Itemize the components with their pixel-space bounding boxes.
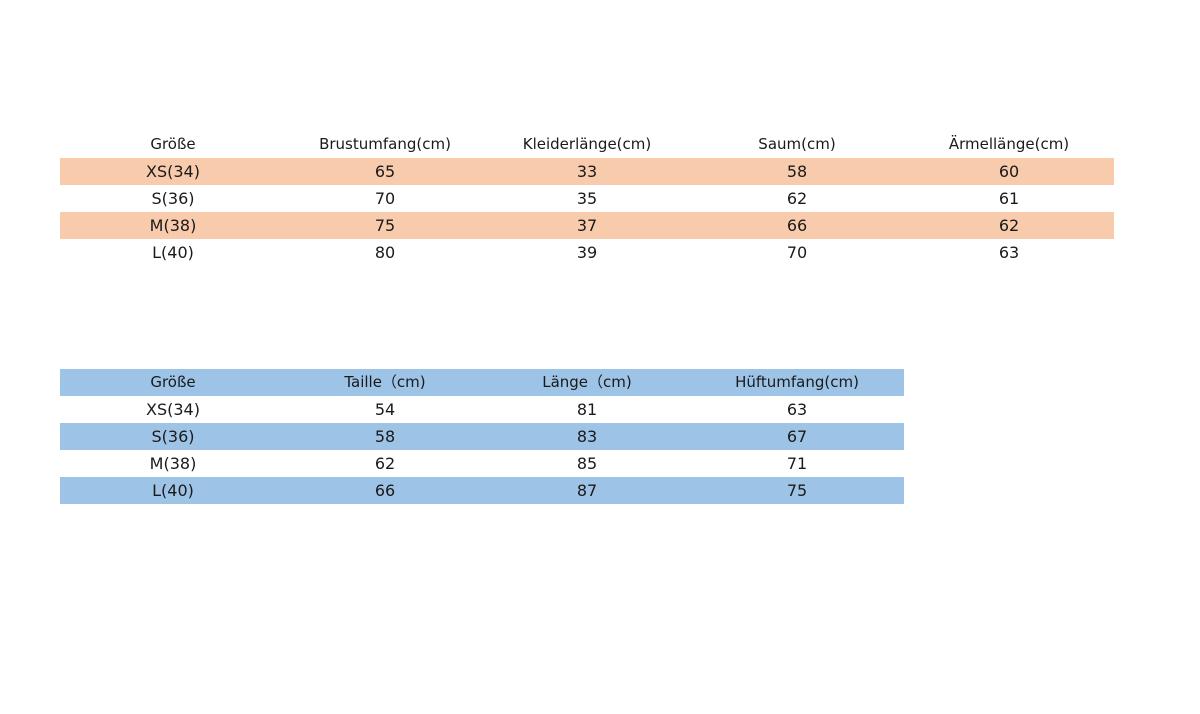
table-row: M(38) 62 85 71 xyxy=(60,450,904,477)
cell-size: L(40) xyxy=(152,481,194,500)
cell-size: L(40) xyxy=(152,243,194,262)
cell-hem: 66 xyxy=(786,216,808,235)
cell-dress-length: 37 xyxy=(576,216,598,235)
cell-hem: 62 xyxy=(786,189,808,208)
cell-hip: 67 xyxy=(786,427,808,446)
cell-size: M(38) xyxy=(149,216,197,235)
table-row: L(40) 66 87 75 xyxy=(60,477,904,504)
header-size: Größe xyxy=(150,135,196,153)
cell-length: 87 xyxy=(576,481,598,500)
cell-waist: 58 xyxy=(374,427,396,446)
cell-bust: 80 xyxy=(374,243,396,262)
size-table-bottom: Größe Taille（cm) Länge（cm) Hüftumfang(cm… xyxy=(60,369,904,504)
table-row: M(38) 75 37 66 62 xyxy=(60,212,1114,239)
cell-length: 85 xyxy=(576,454,598,473)
table-row: S(36) 70 35 62 61 xyxy=(60,185,1114,212)
cell-hip: 63 xyxy=(786,400,808,419)
cell-sleeve-length: 62 xyxy=(998,216,1020,235)
cell-hip: 71 xyxy=(786,454,808,473)
header-dress-length: Kleiderlänge(cm) xyxy=(522,135,652,153)
cell-hem: 70 xyxy=(786,243,808,262)
table-row: XS(34) 65 33 58 60 xyxy=(60,158,1114,185)
cell-waist: 54 xyxy=(374,400,396,419)
cell-hip: 75 xyxy=(786,481,808,500)
cell-length: 81 xyxy=(576,400,598,419)
table-header-row: Größe Taille（cm) Länge（cm) Hüftumfang(cm… xyxy=(60,369,904,396)
cell-length: 83 xyxy=(576,427,598,446)
cell-size: M(38) xyxy=(149,454,197,473)
size-table-top: Größe Brustumfang(cm) Kleiderlänge(cm) S… xyxy=(60,131,1114,266)
cell-bust: 70 xyxy=(374,189,396,208)
cell-dress-length: 35 xyxy=(576,189,598,208)
cell-waist: 66 xyxy=(374,481,396,500)
header-size: Größe xyxy=(150,373,196,391)
table-header-row: Größe Brustumfang(cm) Kleiderlänge(cm) S… xyxy=(60,131,1114,158)
cell-size: XS(34) xyxy=(146,400,200,419)
table-row: S(36) 58 83 67 xyxy=(60,423,904,450)
cell-dress-length: 33 xyxy=(576,162,598,181)
cell-sleeve-length: 61 xyxy=(998,189,1020,208)
header-sleeve-length: Ärmellänge(cm) xyxy=(948,135,1070,153)
cell-bust: 75 xyxy=(374,216,396,235)
header-hip: Hüftumfang(cm) xyxy=(735,373,859,391)
header-waist: Taille（cm) xyxy=(344,373,426,391)
header-bust: Brustumfang(cm) xyxy=(319,135,451,153)
cell-size: S(36) xyxy=(151,427,195,446)
table-row: XS(34) 54 81 63 xyxy=(60,396,904,423)
header-hem: Saum(cm) xyxy=(758,135,836,153)
header-length: Länge（cm) xyxy=(542,373,632,391)
table-row: L(40) 80 39 70 63 xyxy=(60,239,1114,266)
cell-size: XS(34) xyxy=(146,162,200,181)
cell-hem: 58 xyxy=(786,162,808,181)
cell-waist: 62 xyxy=(374,454,396,473)
cell-sleeve-length: 60 xyxy=(998,162,1020,181)
cell-bust: 65 xyxy=(374,162,396,181)
cell-dress-length: 39 xyxy=(576,243,598,262)
cell-sleeve-length: 63 xyxy=(998,243,1020,262)
cell-size: S(36) xyxy=(151,189,195,208)
